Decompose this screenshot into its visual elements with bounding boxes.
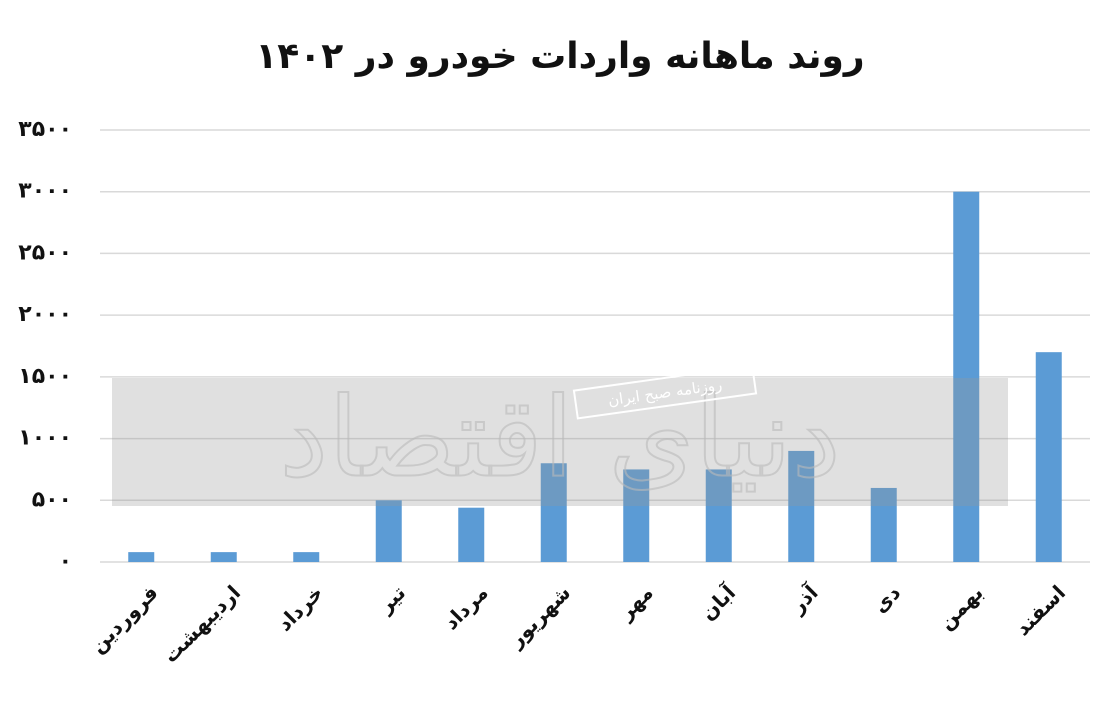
x-tick-label: خرداد xyxy=(272,580,327,635)
bar xyxy=(375,500,402,562)
bar xyxy=(953,191,980,562)
y-tick-label: ۱۵۰۰ xyxy=(18,364,72,389)
bar xyxy=(1035,352,1062,562)
y-tick-label: ۳۰۰۰ xyxy=(18,179,72,204)
x-tick-label: آذر xyxy=(784,579,823,618)
bar-layer xyxy=(128,191,1062,562)
y-tick-label: ۲۰۰۰ xyxy=(18,302,72,327)
watermark-box xyxy=(572,364,758,420)
bar xyxy=(623,469,650,562)
bar xyxy=(705,469,732,562)
x-tick-label: دی xyxy=(868,580,905,617)
bar xyxy=(870,487,897,562)
y-tick-label: ۱۰۰۰ xyxy=(18,426,72,451)
y-tick-label: ۵۰۰ xyxy=(32,487,72,512)
bar xyxy=(293,552,320,562)
watermark-band xyxy=(112,378,1008,506)
y-tick-label: ۳۵۰۰ xyxy=(18,117,72,142)
x-tick-label: فروردین xyxy=(85,580,162,657)
grid-layer: ۰ ۵۰۰ ۱۰۰۰ ۱۵۰۰ ۲۰۰۰ ۲۵۰۰ ۳۰۰۰ ۳۵۰۰ xyxy=(18,117,1090,574)
chart-title: روند ماهانه واردات خودرو در ۱۴۰۲ xyxy=(255,36,864,77)
y-tick-label: ۲۵۰۰ xyxy=(18,240,72,265)
x-tick-label: مرداد xyxy=(439,580,493,634)
y-tick-label: ۰ xyxy=(59,549,72,574)
x-tick-label: بهمن xyxy=(934,580,988,634)
bar xyxy=(458,507,485,562)
bar xyxy=(128,552,155,562)
x-tick-label: آبان xyxy=(695,579,741,625)
x-tick-label: شهریور xyxy=(503,580,575,652)
x-tick-label: مهر xyxy=(613,580,658,625)
bar xyxy=(210,552,237,562)
x-tick-label: اردیبهشت xyxy=(158,580,245,667)
x-tick-label: تیر xyxy=(373,580,411,618)
x-tick-label: اسفند xyxy=(1010,580,1070,640)
bar xyxy=(540,463,567,562)
bar xyxy=(788,450,815,562)
